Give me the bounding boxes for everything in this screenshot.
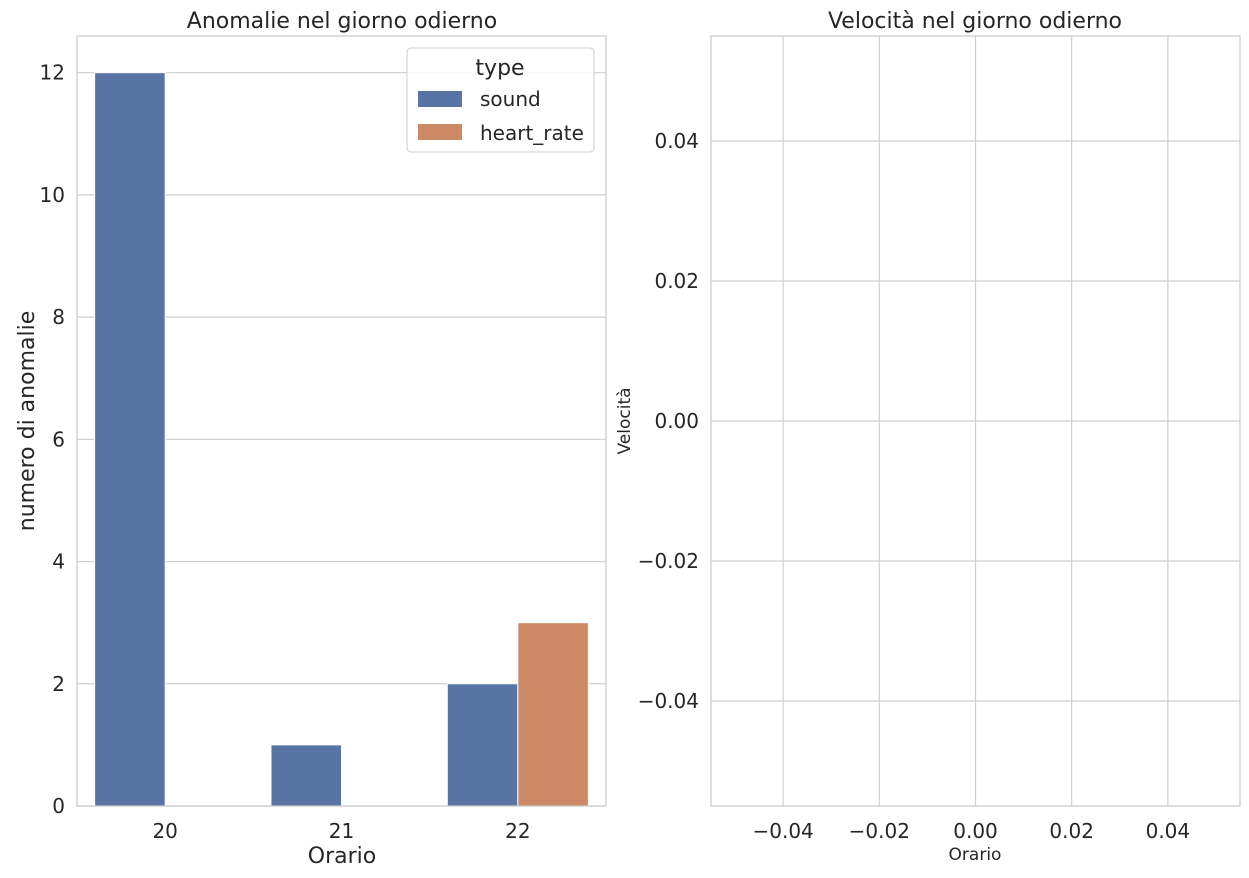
right-y-axis-label: Velocità: [615, 387, 635, 454]
right-y-tick-label: −0.02: [638, 549, 699, 573]
right-y-tick-label: 0.04: [654, 129, 699, 153]
left-y-tick-label: 8: [52, 305, 65, 329]
legend: type sound heart_rate: [406, 47, 595, 153]
right-y-tick-labels: −0.04 −0.02 0.00 0.02 0.04: [638, 129, 699, 713]
velocita-chart: −0.04 −0.02 0.00 0.02 0.04 −0.04 −0.02 0.00 0.0…: [615, 9, 1241, 865]
left-y-tick-label: 2: [52, 672, 65, 696]
left-y-tick-label: 10: [40, 183, 65, 207]
right-y-tick-label: 0.02: [654, 269, 699, 293]
right-y-tick-label: −0.04: [638, 689, 699, 713]
anomalie-chart: 0 2 4 6 8 10 12 20 21 22 Anomalie nel giorno odi…: [15, 9, 607, 869]
right-y-tick-label: 0.00: [654, 409, 699, 433]
left-x-tick-label: 20: [152, 819, 177, 843]
legend-swatch-sound: [418, 91, 462, 107]
left-chart-title: Anomalie nel giorno odierno: [187, 9, 497, 34]
legend-swatch-heart-rate: [418, 124, 462, 140]
right-x-tick-label: 0.02: [1049, 819, 1094, 843]
right-chart-title: Velocità nel giorno odierno: [828, 9, 1122, 34]
left-y-tick-label: 4: [52, 550, 65, 574]
legend-title: type: [475, 56, 524, 81]
left-x-axis-label: Orario: [308, 844, 376, 869]
left-y-tick-labels: 0 2 4 6 8 10 12: [40, 61, 65, 818]
left-x-tick-label: 22: [505, 819, 530, 843]
left-y-axis-label: numero di anomalie: [15, 311, 40, 532]
bar-heart-rate-22: [517, 622, 589, 807]
left-x-tick-label: 21: [329, 819, 354, 843]
legend-label-heart-rate: heart_rate: [480, 121, 584, 145]
right-x-tick-label: −0.02: [849, 819, 910, 843]
bar-sound-21: [270, 744, 343, 807]
bar-sound-22: [446, 683, 519, 807]
right-x-tick-label: 0.04: [1146, 819, 1191, 843]
bar-sound-20: [94, 72, 166, 807]
right-x-tick-labels: −0.04 −0.02 0.00 0.02 0.04: [752, 819, 1190, 843]
right-gridlines: [711, 36, 1240, 806]
legend-label-sound: sound: [480, 87, 541, 111]
right-x-axis-label: Orario: [949, 845, 1002, 865]
left-x-tick-labels: 20 21 22: [152, 819, 530, 843]
right-plot-frame: [710, 35, 1241, 807]
right-x-tick-label: 0.00: [953, 819, 998, 843]
right-x-tick-label: −0.04: [752, 819, 813, 843]
left-y-tick-label: 12: [40, 61, 65, 85]
left-y-tick-label: 0: [52, 794, 65, 818]
left-plot-frame: [76, 35, 607, 807]
left-y-tick-label: 6: [52, 427, 65, 451]
